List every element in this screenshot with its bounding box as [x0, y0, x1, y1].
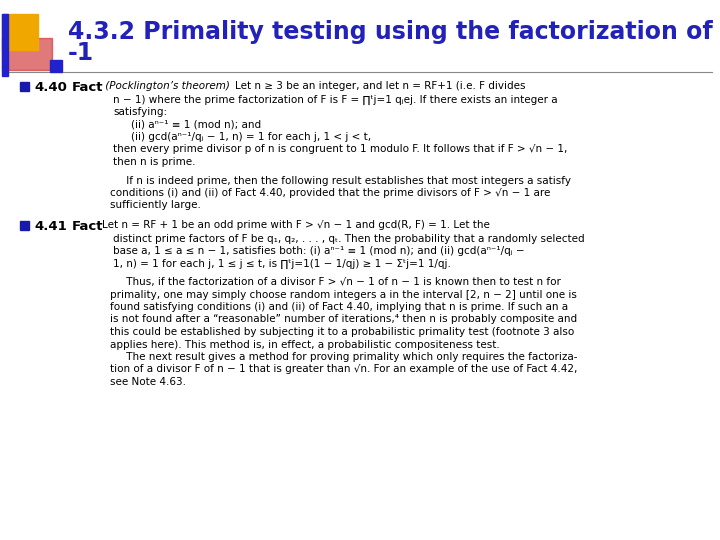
- Bar: [20, 82, 29, 91]
- Text: Fact: Fact: [72, 220, 104, 233]
- Text: applies here). This method is, in effect, a probabilistic compositeness test.: applies here). This method is, in effect…: [110, 340, 500, 349]
- Text: sufficiently large.: sufficiently large.: [110, 200, 201, 211]
- Text: then n is prime.: then n is prime.: [113, 157, 196, 167]
- Text: Thus, if the factorization of a divisor F > √n − 1 of n − 1 is known then to tes: Thus, if the factorization of a divisor …: [110, 277, 561, 287]
- Text: 4.3.2 Primality testing using the factorization of n: 4.3.2 Primality testing using the factor…: [68, 20, 720, 44]
- Text: then every prime divisor p of n is congruent to 1 modulo F. It follows that if F: then every prime divisor p of n is congr…: [113, 145, 567, 154]
- Text: conditions (i) and (ii) of Fact 4.40, provided that the prime divisors of F > √n: conditions (i) and (ii) of Fact 4.40, pr…: [110, 188, 550, 198]
- Text: this could be established by subjecting it to a probabilistic primality test (fo: this could be established by subjecting …: [110, 327, 575, 337]
- Text: (ii) gcd(aⁿ⁻¹/qⱼ − 1, n) = 1 for each j, 1 < j < t,: (ii) gcd(aⁿ⁻¹/qⱼ − 1, n) = 1 for each j,…: [131, 132, 371, 142]
- Text: see Note 4.63.: see Note 4.63.: [110, 377, 186, 387]
- Text: found satisfying conditions (i) and (ii) of Fact 4.40, implying that n is prime.: found satisfying conditions (i) and (ii)…: [110, 302, 568, 312]
- Text: distinct prime factors of F be q₁, q₂, . . . , qₜ. Then the probability that a r: distinct prime factors of F be q₁, q₂, .…: [113, 233, 585, 244]
- Text: 1, n) = 1 for each j, 1 ≤ j ≤ t, is ∏ᵗj=1(1 − 1/qj) ≥ 1 − Σᵗj=1 1/qj.: 1, n) = 1 for each j, 1 ≤ j ≤ t, is ∏ᵗj=…: [113, 259, 451, 268]
- Bar: [2, 14, 38, 50]
- Text: base a, 1 ≤ a ≤ n − 1, satisfies both: (i) aⁿ⁻¹ ≡ 1 (mod n); and (ii) gcd(aⁿ⁻¹/q: base a, 1 ≤ a ≤ n − 1, satisfies both: (…: [113, 246, 525, 256]
- Text: -1: -1: [68, 41, 94, 65]
- Text: Let n ≥ 3 be an integer, and let n = RF+1 (i.e. F divides: Let n ≥ 3 be an integer, and let n = RF+…: [235, 81, 526, 91]
- Text: 4.40: 4.40: [34, 81, 67, 94]
- Text: 4.41: 4.41: [34, 220, 67, 233]
- Bar: [2, 14, 8, 76]
- Text: is not found after a “reasonable” number of iterations,⁴ then n is probably comp: is not found after a “reasonable” number…: [110, 314, 577, 325]
- Text: Fact: Fact: [72, 81, 104, 94]
- Text: (ii) aⁿ⁻¹ ≡ 1 (mod n); and: (ii) aⁿ⁻¹ ≡ 1 (mod n); and: [131, 119, 261, 130]
- Bar: [20, 221, 29, 230]
- Text: primality, one may simply choose random integers a in the interval [2, n − 2] un: primality, one may simply choose random …: [110, 289, 577, 300]
- Text: (Pocklington’s theorem): (Pocklington’s theorem): [102, 81, 230, 91]
- Bar: [2, 38, 52, 70]
- Text: n − 1) where the prime factorization of F is F = ∏ᵗj=1 qⱼej. If there exists an : n − 1) where the prime factorization of …: [113, 94, 557, 105]
- Text: satisfying:: satisfying:: [113, 107, 167, 117]
- Text: Let n = RF + 1 be an odd prime with F > √n − 1 and gcd(R, F) = 1. Let the: Let n = RF + 1 be an odd prime with F > …: [102, 220, 490, 230]
- Bar: [50, 60, 62, 72]
- Text: If n is indeed prime, then the following result establishes that most integers a: If n is indeed prime, then the following…: [110, 176, 571, 186]
- Text: The next result gives a method for proving primality which only requires the fac: The next result gives a method for provi…: [110, 352, 577, 362]
- Text: tion of a divisor F of n − 1 that is greater than √n. For an example of the use : tion of a divisor F of n − 1 that is gre…: [110, 364, 577, 375]
